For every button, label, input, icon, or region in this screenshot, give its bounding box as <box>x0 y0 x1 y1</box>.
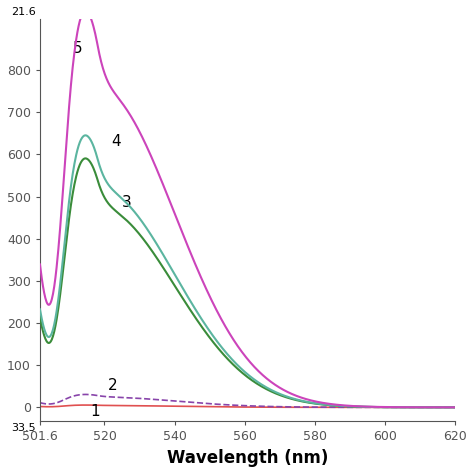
Text: 4: 4 <box>111 134 121 149</box>
Text: 33.5: 33.5 <box>11 423 36 434</box>
Text: 5: 5 <box>73 41 82 56</box>
Text: 3: 3 <box>122 195 132 210</box>
X-axis label: Wavelength (nm): Wavelength (nm) <box>167 449 328 467</box>
Text: 21.6: 21.6 <box>11 7 36 17</box>
Text: 2: 2 <box>108 378 118 392</box>
Text: 1: 1 <box>91 404 100 419</box>
